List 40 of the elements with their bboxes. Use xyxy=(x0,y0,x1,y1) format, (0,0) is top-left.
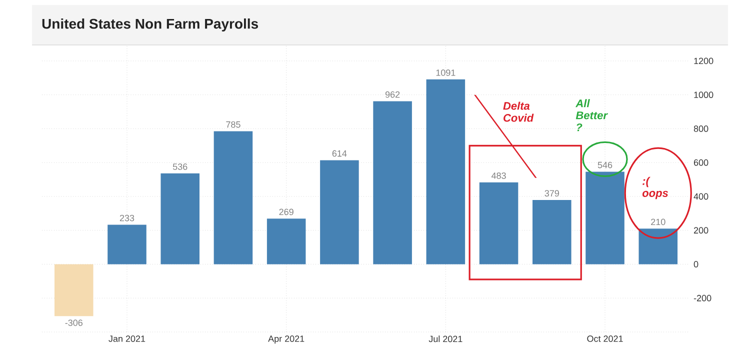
annotation: Delta Covid xyxy=(503,102,534,122)
chart-title: United States Non Farm Payrolls xyxy=(42,18,258,32)
bar xyxy=(214,131,253,264)
y-tick-label: 1000 xyxy=(694,92,714,98)
bar xyxy=(426,79,466,264)
bar xyxy=(320,160,359,264)
x-tick-label: Jan 2021 xyxy=(108,336,146,342)
bar xyxy=(638,228,678,264)
y-tick-label: 800 xyxy=(694,126,708,132)
bar xyxy=(108,224,146,264)
bar xyxy=(532,200,572,264)
y-tick-label: 200 xyxy=(694,227,708,234)
bar xyxy=(160,173,200,264)
data-label: 962 xyxy=(385,91,400,98)
annotation: :( oops xyxy=(642,176,668,200)
data-label: 785 xyxy=(226,121,240,128)
y-tick-label: -200 xyxy=(694,294,712,302)
x-tick-label: Jul 2021 xyxy=(428,336,462,342)
data-label: 233 xyxy=(120,214,134,222)
bar xyxy=(479,182,518,264)
bar xyxy=(266,218,306,264)
data-label: 536 xyxy=(172,164,188,170)
bar xyxy=(586,172,624,264)
data-label: 379 xyxy=(544,190,559,196)
bar xyxy=(373,101,412,264)
y-tick-label: 600 xyxy=(694,159,708,166)
x-tick-label: Apr 2021 xyxy=(268,336,304,344)
y-tick-label: 1200 xyxy=(694,58,714,64)
data-label: -306 xyxy=(65,320,82,326)
bar xyxy=(54,264,94,316)
data-label: 483 xyxy=(491,172,506,179)
data-label: 614 xyxy=(332,150,347,157)
data-label: 546 xyxy=(598,162,612,168)
data-label: 269 xyxy=(279,208,294,216)
annotation: All Better ? xyxy=(575,99,608,132)
data-label: 210 xyxy=(651,218,666,226)
data-label: 1091 xyxy=(436,69,456,76)
y-tick-label: 0 xyxy=(694,261,698,268)
y-tick-label: 400 xyxy=(694,193,708,200)
x-tick-label: Oct 2021 xyxy=(587,336,623,342)
